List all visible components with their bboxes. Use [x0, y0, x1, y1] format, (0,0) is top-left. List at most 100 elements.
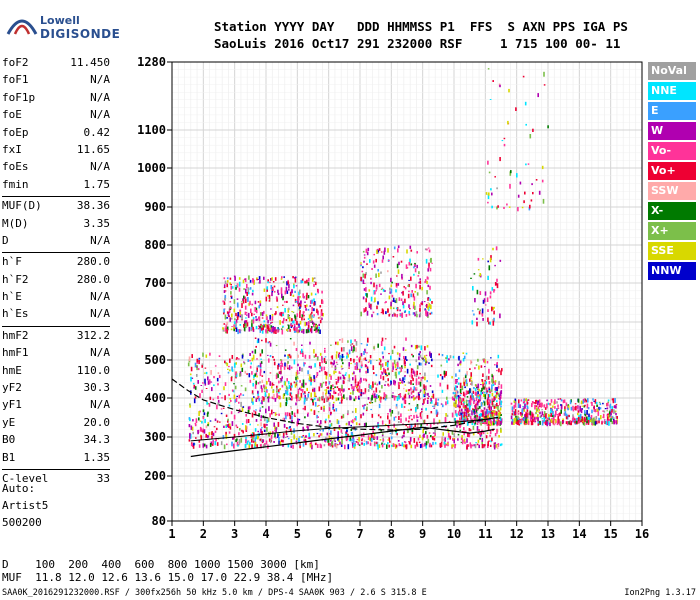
- echo-point: [364, 357, 367, 361]
- echo-point: [346, 437, 349, 441]
- echo-point: [313, 329, 316, 331]
- echo-point: [290, 366, 293, 369]
- x-tick-label: 7: [356, 527, 363, 541]
- echo-point: [290, 392, 293, 395]
- echo-point: [469, 429, 472, 432]
- echo-point: [596, 404, 598, 407]
- echo-point: [462, 352, 465, 354]
- echo-point: [265, 440, 268, 445]
- echo-point: [430, 398, 432, 402]
- echo-point: [489, 391, 492, 394]
- echo-point: [275, 329, 277, 334]
- echo-point: [488, 406, 491, 410]
- echo-point: [467, 400, 469, 402]
- echo-point: [556, 408, 558, 411]
- echo-point: [492, 375, 494, 381]
- param-row: foF1 N/A: [2, 73, 110, 90]
- echo-point: [460, 441, 463, 443]
- echo-point: [274, 398, 277, 400]
- echo-point: [295, 438, 298, 441]
- echo-point: [355, 422, 358, 426]
- echo-point: [250, 362, 252, 365]
- echo-point: [388, 444, 390, 448]
- echo-point: [307, 328, 310, 333]
- echo-point: [590, 415, 593, 418]
- logo-line2: DIGISONDE: [40, 27, 121, 41]
- echo-point: [546, 419, 549, 422]
- echo-point: [560, 421, 562, 427]
- echo-point: [559, 412, 561, 416]
- echo-point: [428, 362, 430, 364]
- echo-point: [307, 278, 310, 282]
- echo-point: [488, 403, 491, 407]
- echo-point: [436, 422, 439, 425]
- echo-point: [541, 165, 544, 170]
- echo-point: [208, 403, 211, 407]
- echo-point: [340, 429, 343, 433]
- echo-point: [539, 415, 542, 418]
- echo-point: [295, 376, 297, 381]
- echo-point: [335, 354, 338, 359]
- echo-point: [369, 442, 372, 446]
- echo-point: [374, 297, 376, 303]
- echo-point: [408, 310, 410, 314]
- echo-point: [605, 421, 608, 425]
- echo-point: [522, 407, 525, 411]
- echo-point: [371, 268, 373, 270]
- echo-point: [235, 362, 237, 365]
- echo-point: [352, 388, 355, 392]
- echo-point: [526, 409, 529, 412]
- echo-point: [414, 397, 416, 400]
- echo-point: [318, 386, 321, 392]
- echo-point: [494, 442, 497, 444]
- echo-point: [481, 379, 484, 382]
- echo-point: [237, 284, 239, 287]
- y-tick-label: 80: [152, 514, 166, 528]
- echo-point: [352, 438, 355, 443]
- echo-point: [213, 384, 215, 387]
- echo-point: [365, 287, 367, 292]
- echo-point: [259, 326, 261, 328]
- echo-point: [518, 399, 520, 404]
- echo-point: [523, 417, 525, 421]
- echo-point: [471, 397, 473, 399]
- echo-point: [339, 441, 341, 445]
- echo-point: [379, 367, 382, 370]
- echo-point: [396, 352, 399, 355]
- echo-point: [474, 408, 477, 411]
- echo-point: [296, 375, 299, 378]
- echo-point: [255, 310, 258, 314]
- echo-point: [331, 395, 334, 400]
- echo-point: [370, 307, 372, 310]
- echo-point: [324, 347, 326, 350]
- echo-point: [313, 298, 315, 302]
- echo-point: [223, 284, 226, 288]
- param-separator: [2, 252, 110, 254]
- echo-point: [492, 307, 494, 310]
- echo-point: [261, 339, 263, 342]
- echo-point: [356, 438, 359, 441]
- echo-point: [242, 299, 245, 304]
- echo-point: [474, 405, 476, 408]
- echo-point: [254, 373, 256, 377]
- echo-point: [537, 417, 539, 422]
- echo-point: [403, 381, 405, 383]
- echo-point: [575, 420, 578, 424]
- echo-point: [263, 324, 266, 328]
- echo-point: [190, 443, 193, 447]
- echo-point: [278, 380, 280, 384]
- echo-point: [403, 406, 406, 408]
- echo-point: [487, 201, 489, 204]
- echo-point: [385, 394, 388, 400]
- echo-point: [487, 260, 489, 263]
- echo-point: [472, 397, 475, 401]
- echo-point: [379, 439, 382, 441]
- echo-point: [319, 320, 322, 324]
- echo-point: [288, 412, 291, 416]
- echo-point: [296, 370, 299, 375]
- echo-point: [228, 431, 231, 434]
- echo-point: [277, 422, 280, 427]
- param-name: MUF(D): [2, 199, 42, 213]
- echo-point: [251, 434, 254, 438]
- echo-point: [413, 273, 415, 276]
